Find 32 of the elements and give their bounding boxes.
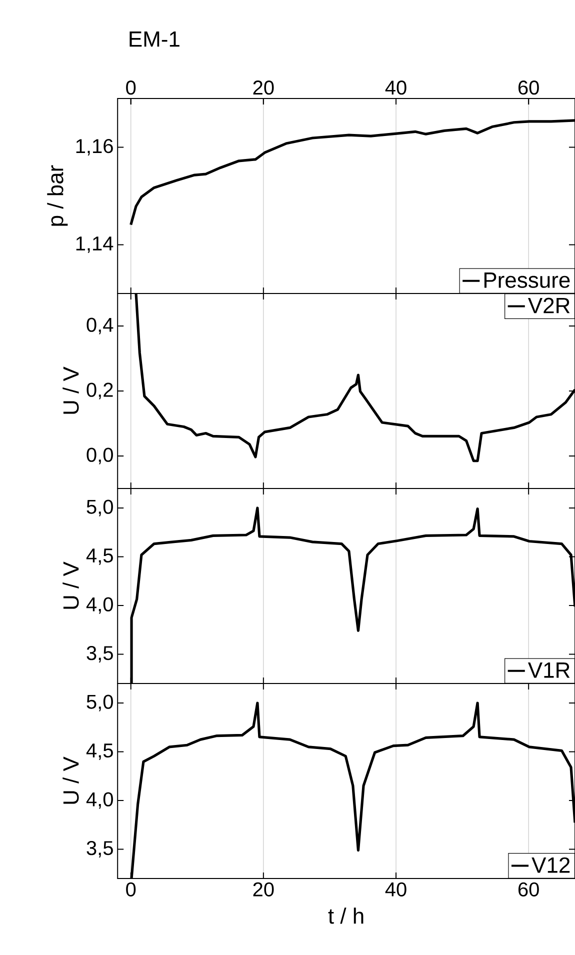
y-tick-label: 0,4 bbox=[86, 318, 114, 334]
x2-tick-label: 40 bbox=[385, 80, 406, 95]
x2-tick-label: 60 bbox=[518, 80, 539, 95]
legend-label: V12 bbox=[532, 857, 570, 873]
y-tick-label: 0,0 bbox=[86, 448, 113, 464]
x2-tick-label: 0 bbox=[126, 80, 136, 95]
x-tick-label: 40 bbox=[385, 882, 406, 896]
y-axis-title: U / V bbox=[62, 756, 79, 804]
legend-label: V2R bbox=[528, 298, 570, 314]
y-tick-label: 4,5 bbox=[86, 744, 113, 760]
x-tick-label: 0 bbox=[126, 882, 136, 896]
x-tick-label: 20 bbox=[253, 882, 274, 896]
x2-tick-label: 20 bbox=[253, 80, 274, 95]
y-tick-label: 5,0 bbox=[86, 694, 113, 712]
y-tick-label: 1,16 bbox=[76, 138, 113, 156]
y-tick-label: 3,5 bbox=[86, 840, 113, 858]
x-tick-label: 60 bbox=[518, 882, 539, 896]
y-axis-title: p / bar bbox=[47, 165, 68, 226]
y-tick-label: 1,14 bbox=[76, 236, 114, 253]
y-tick-label: 4,0 bbox=[86, 792, 113, 809]
y-axis-title: U / V bbox=[62, 366, 79, 414]
y-tick-label: 3,5 bbox=[86, 646, 113, 662]
y-tick-label: 5,0 bbox=[86, 500, 113, 516]
line-series bbox=[130, 119, 575, 226]
x-axis-title: t / h bbox=[328, 908, 364, 924]
y-tick-label: 0,2 bbox=[86, 382, 113, 400]
y-tick-label: 4,5 bbox=[86, 548, 113, 565]
chart-title: EM-1 bbox=[130, 32, 180, 47]
legend-label: V1R bbox=[528, 662, 570, 678]
y-tick-label: 4,0 bbox=[86, 597, 113, 614]
y-axis-title: U / V bbox=[62, 562, 79, 609]
legend-label: Pressure bbox=[484, 272, 570, 288]
